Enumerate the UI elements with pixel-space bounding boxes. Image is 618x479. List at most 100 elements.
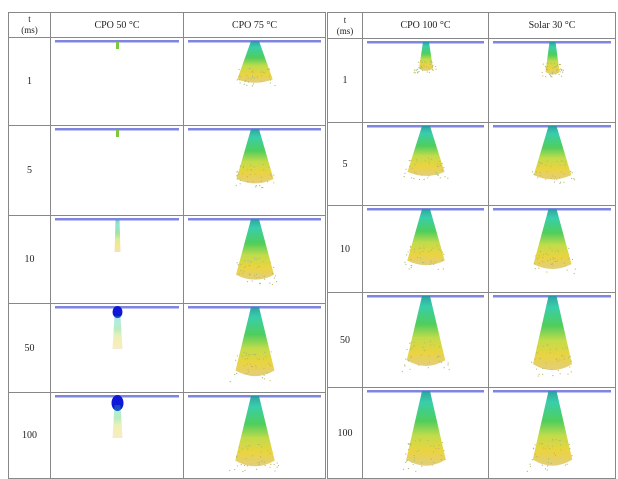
droplet — [419, 439, 420, 440]
droplet — [241, 464, 242, 465]
droplet — [244, 260, 245, 261]
droplet — [561, 355, 562, 356]
droplet — [409, 249, 410, 250]
droplet — [560, 373, 561, 374]
droplet — [555, 257, 556, 258]
spray-plume — [113, 316, 123, 349]
droplet — [538, 165, 539, 166]
droplet — [545, 164, 546, 165]
droplet — [257, 358, 258, 359]
droplet — [404, 262, 405, 263]
droplet — [243, 166, 244, 167]
droplet — [263, 368, 264, 369]
spray-image — [363, 293, 488, 387]
droplet — [545, 368, 546, 369]
droplet — [552, 446, 553, 447]
droplet — [443, 450, 444, 451]
droplet — [530, 466, 531, 467]
droplet — [443, 268, 444, 269]
droplet — [433, 446, 434, 447]
spray-image — [184, 38, 325, 125]
droplet — [432, 69, 433, 70]
image-cell — [363, 39, 489, 123]
time-cell: 10 — [328, 206, 363, 293]
droplet — [250, 68, 251, 69]
droplet — [558, 251, 559, 252]
droplet — [421, 174, 422, 175]
body-row: 5 — [9, 126, 326, 216]
droplet — [551, 463, 552, 464]
droplet — [423, 248, 424, 249]
column-header: CPO 75 °C — [184, 13, 326, 38]
droplet — [430, 445, 431, 446]
droplet — [410, 357, 411, 358]
droplet — [439, 356, 440, 357]
droplet — [532, 171, 533, 172]
droplet — [403, 469, 404, 470]
droplet — [257, 76, 258, 77]
droplet — [557, 260, 558, 261]
droplet — [438, 361, 439, 362]
droplet — [264, 378, 265, 379]
droplet — [546, 253, 547, 254]
droplet — [539, 257, 540, 258]
droplet — [537, 177, 538, 178]
spray-image — [51, 38, 183, 125]
droplet — [533, 174, 534, 175]
droplet — [542, 72, 543, 73]
droplet — [559, 177, 560, 178]
droplet — [565, 265, 566, 266]
body-row: 1 — [328, 39, 616, 123]
droplet — [274, 470, 275, 471]
droplet — [569, 444, 570, 445]
droplet — [552, 72, 553, 73]
droplet — [418, 450, 419, 451]
spray-image — [184, 304, 325, 392]
body-row: 1 — [9, 38, 326, 126]
body-row: 100 — [9, 393, 326, 479]
droplet — [540, 358, 541, 359]
droplet — [252, 76, 253, 77]
image-cell — [184, 304, 326, 393]
droplet — [421, 462, 422, 463]
droplet — [252, 85, 253, 86]
droplet — [419, 252, 420, 253]
droplet — [536, 368, 537, 369]
droplet — [416, 161, 417, 162]
droplet — [548, 63, 549, 64]
header-text: (ms) — [337, 26, 354, 36]
droplet — [575, 269, 576, 270]
droplet — [431, 61, 432, 62]
droplet — [262, 377, 263, 378]
droplet — [420, 248, 421, 249]
droplet — [412, 168, 413, 169]
droplet — [414, 460, 415, 461]
time-cell: 50 — [9, 304, 51, 393]
droplet — [440, 250, 441, 251]
droplet — [442, 252, 443, 253]
droplet — [425, 160, 426, 161]
droplet — [267, 372, 268, 373]
droplet — [567, 464, 568, 465]
droplet — [236, 373, 237, 374]
droplet — [554, 453, 555, 454]
droplet — [243, 167, 244, 168]
droplet — [567, 374, 568, 375]
droplet — [549, 349, 550, 350]
droplet — [439, 445, 440, 446]
droplet — [261, 177, 262, 178]
droplet — [431, 60, 432, 61]
droplet — [248, 260, 249, 261]
droplet — [552, 175, 553, 176]
droplet — [240, 166, 241, 167]
time-cell: 10 — [9, 216, 51, 304]
droplet — [419, 179, 420, 180]
droplet — [238, 172, 239, 173]
spray-image — [51, 304, 183, 392]
droplet — [441, 260, 442, 261]
droplet — [409, 268, 410, 269]
droplet — [264, 72, 265, 73]
droplet — [259, 444, 260, 445]
image-cell — [363, 293, 489, 388]
droplet — [558, 370, 559, 371]
